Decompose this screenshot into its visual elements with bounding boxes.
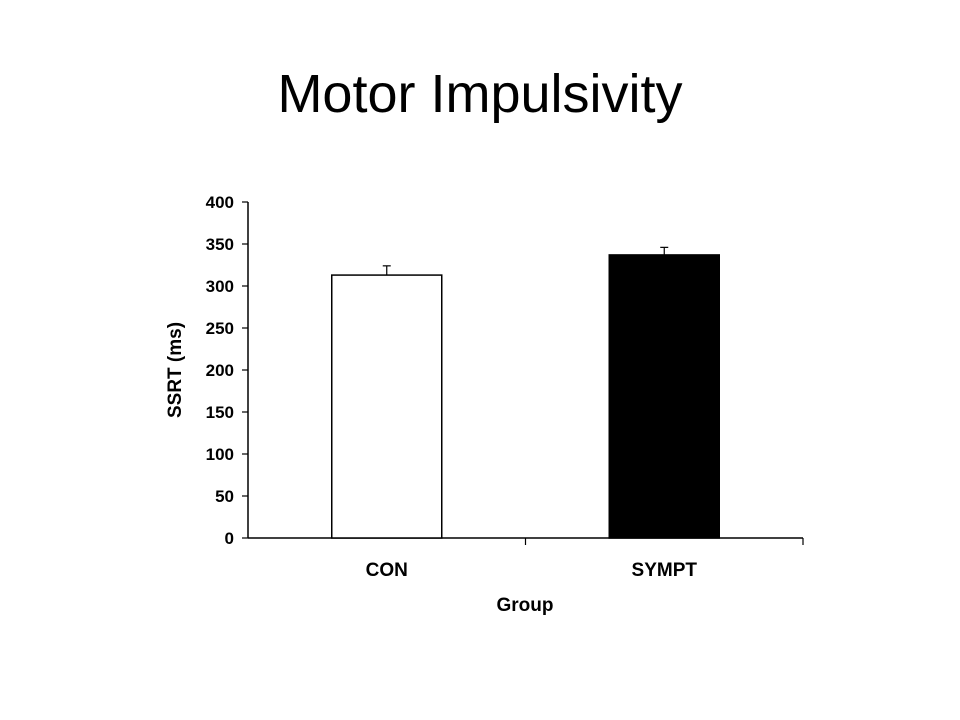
x-tick-label: CON xyxy=(366,560,408,581)
y-axis-title: SSRT (ms) xyxy=(165,322,186,418)
y-tick-label: 200 xyxy=(206,361,234,380)
bar-con xyxy=(331,274,443,539)
bar-sympt xyxy=(608,254,720,539)
y-tick-label: 150 xyxy=(206,403,234,422)
y-tick-label: 0 xyxy=(225,529,234,548)
slide-title: Motor Impulsivity xyxy=(277,64,683,124)
y-tick-label: 350 xyxy=(206,235,234,254)
y-tick-label: 400 xyxy=(206,193,234,212)
y-tick-label: 300 xyxy=(206,277,234,296)
y-tick-label: 50 xyxy=(215,487,234,506)
y-axis-title-group: SSRT (ms) xyxy=(165,322,186,418)
x-tick-label: SYMPT xyxy=(632,560,698,581)
x-axis-title: Group xyxy=(497,595,554,616)
y-tick-label: 100 xyxy=(206,445,234,464)
y-tick-label: 250 xyxy=(206,319,234,338)
